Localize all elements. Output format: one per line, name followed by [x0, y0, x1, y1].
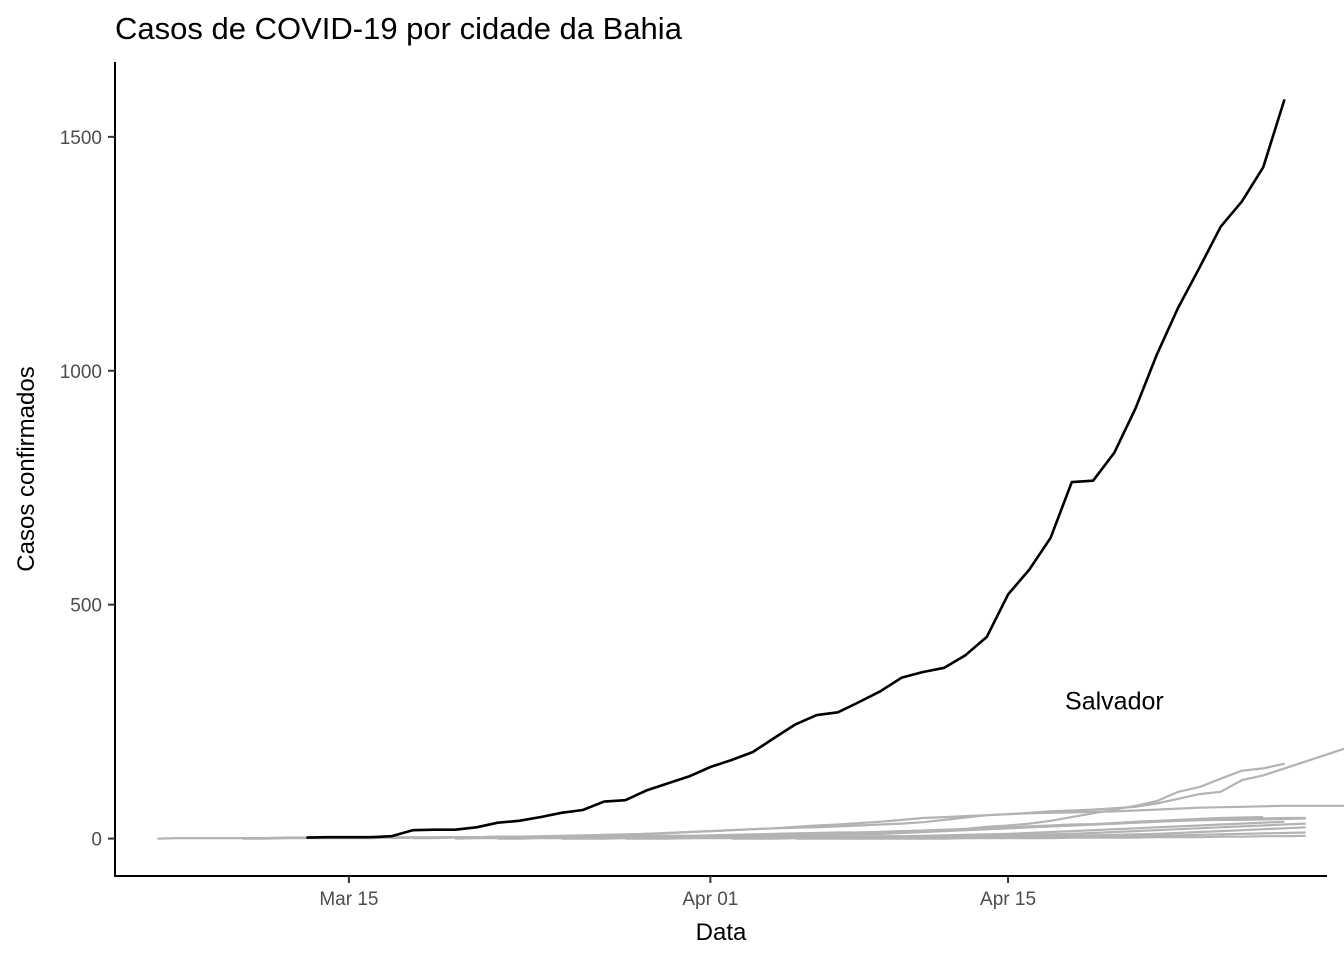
- y-axis-title: Casos confirmados: [13, 366, 40, 571]
- series-line-salvador: [306, 99, 1286, 839]
- x-axis-ticks: Mar 15 Apr 01 Apr 15: [319, 876, 1036, 910]
- y-tick-label: 0: [91, 830, 102, 851]
- salvador-annotation: Salvador: [1065, 688, 1164, 716]
- chart-title: Casos de COVID-19 por cidade da Bahia: [115, 11, 683, 46]
- x-tick-label: Apr 01: [682, 889, 738, 910]
- highlight-series-group: [306, 99, 1286, 839]
- y-axis-ticks: 0 500 1000 1500: [60, 128, 115, 851]
- other-series-group: [157, 747, 1344, 840]
- x-tick-label: Apr 15: [980, 889, 1036, 910]
- x-axis-title: Data: [696, 919, 747, 946]
- x-tick-label: Mar 15: [319, 889, 378, 910]
- y-tick-label: 1000: [60, 362, 102, 383]
- series-line-2: [242, 762, 1285, 840]
- series-line-11: [859, 834, 1306, 840]
- series-line-4: [412, 804, 1344, 840]
- y-tick-label: 500: [70, 596, 102, 617]
- y-tick-label: 1500: [60, 128, 102, 149]
